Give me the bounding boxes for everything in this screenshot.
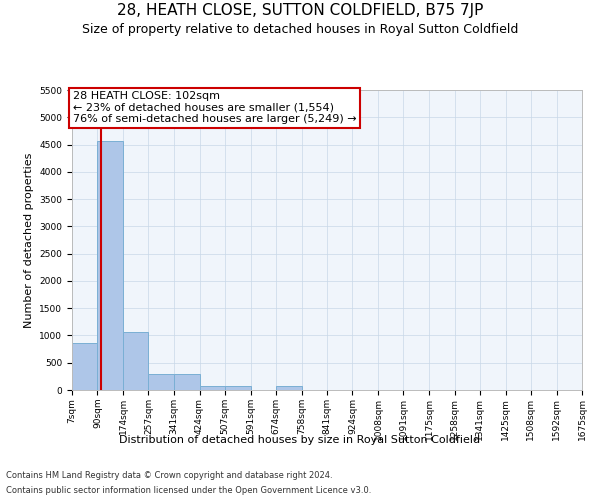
Bar (148, 374, 174, 390)
Bar (174, 374, 199, 390)
Text: Contains HM Land Registry data © Crown copyright and database right 2024.: Contains HM Land Registry data © Crown c… (6, 471, 332, 480)
Bar (123, 332, 148, 390)
Text: 28 HEATH CLOSE: 102sqm
← 23% of detached houses are smaller (1,554)
76% of semi-: 28 HEATH CLOSE: 102sqm ← 23% of detached… (73, 91, 356, 124)
Text: Distribution of detached houses by size in Royal Sutton Coldfield: Distribution of detached houses by size … (119, 435, 481, 445)
Text: 28, HEATH CLOSE, SUTTON COLDFIELD, B75 7JP: 28, HEATH CLOSE, SUTTON COLDFIELD, B75 7… (117, 2, 483, 18)
Bar (199, 386, 225, 390)
Bar (276, 386, 302, 390)
Y-axis label: Number of detached properties: Number of detached properties (24, 152, 34, 328)
Text: Contains public sector information licensed under the Open Government Licence v3: Contains public sector information licen… (6, 486, 371, 495)
Bar (72, 342, 97, 390)
Text: Size of property relative to detached houses in Royal Sutton Coldfield: Size of property relative to detached ho… (82, 22, 518, 36)
Bar (97, 142, 123, 390)
Bar (225, 386, 251, 390)
